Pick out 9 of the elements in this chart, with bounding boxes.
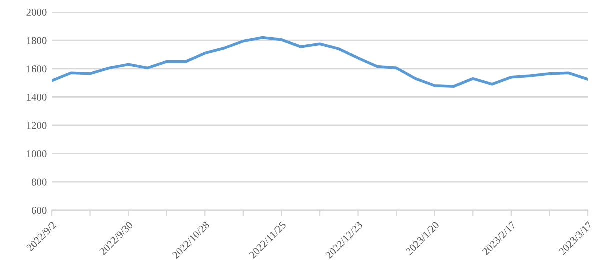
y-tick-label: 1600 <box>27 66 47 73</box>
line-series <box>52 36 588 88</box>
y-tick-label: 800 <box>32 178 47 186</box>
y-tick-label: 1000 <box>27 150 47 158</box>
y-tick-label: 1800 <box>27 37 47 44</box>
y-tick-label: 1200 <box>27 122 47 130</box>
y-tick-label: 600 <box>32 207 47 214</box>
y-tick-label: 1400 <box>27 94 47 101</box>
y-tick-label: 2000 <box>26 8 47 16</box>
